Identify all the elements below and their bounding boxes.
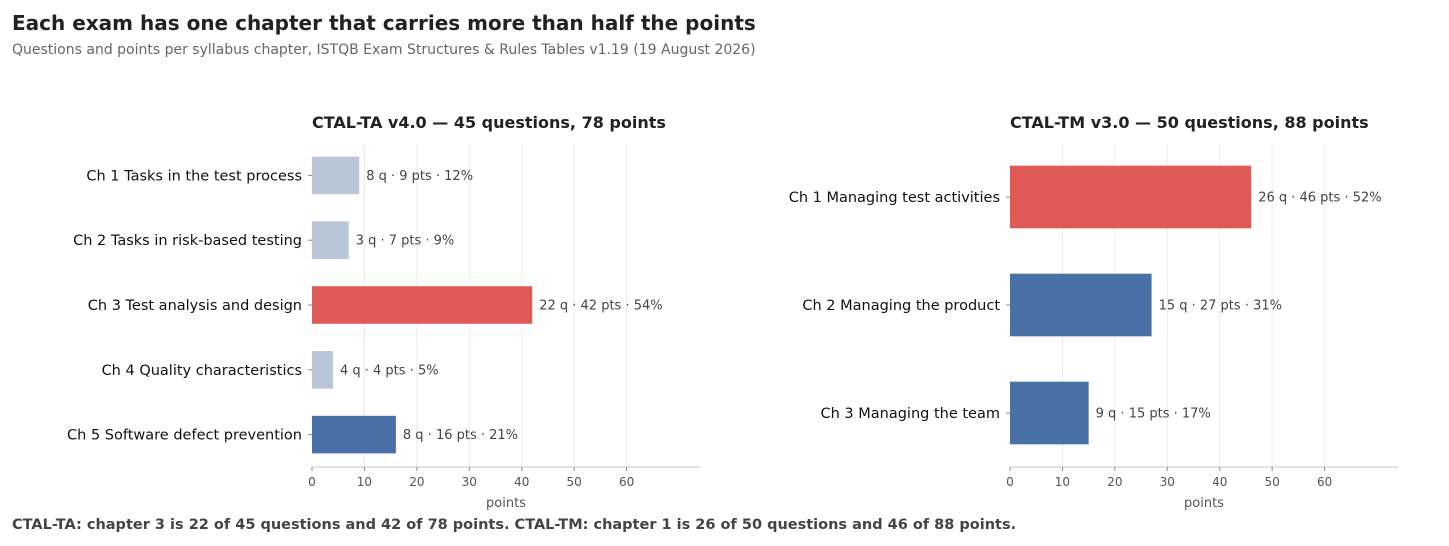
chart2-x-tick-label: 50: [1265, 475, 1280, 489]
chart2-title: CTAL-TM v3.0 — 50 questions, 88 points: [1010, 113, 1369, 132]
chart2-category-label: Ch 1 Managing test activities: [789, 190, 1000, 206]
chart1-bar: [312, 286, 533, 324]
chart1-data-label: 3 q · 7 pts · 9%: [356, 234, 455, 249]
chart1-x-tick-label: 40: [514, 475, 529, 489]
chart1-category-label: Ch 3 Test analysis and design: [88, 298, 302, 314]
chart1-x-tick-label: 20: [409, 475, 424, 489]
chart-subtitle: Questions and points per syllabus chapte…: [12, 42, 756, 58]
chart2-data-label: 9 q · 15 pts · 17%: [1096, 407, 1211, 422]
chart1-bar: [312, 156, 360, 195]
chart1-bar: [312, 351, 333, 389]
chart-footer-note: CTAL-TA: chapter 3 is 22 of 45 questions…: [12, 517, 1017, 533]
chart1-x-tick-label: 50: [567, 475, 582, 489]
chart1-category-label: Ch 2 Tasks in risk-based testing: [73, 233, 302, 249]
chart1-data-label: 8 q · 9 pts · 12%: [366, 169, 473, 184]
chart-title: Each exam has one chapter that carries m…: [12, 11, 756, 35]
chart1-category-label: Ch 1 Tasks in the test process: [86, 168, 302, 184]
chart2-x-tick-label: 20: [1107, 475, 1122, 489]
chart2-data-label: 15 q · 27 pts · 31%: [1159, 299, 1282, 314]
chart1-bar: [312, 415, 396, 454]
chart2-x-tick-label: 60: [1317, 475, 1332, 489]
chart2-x-tick-label: 0: [1006, 475, 1014, 489]
chart2-bar: [1010, 381, 1089, 445]
chart1-data-label: 22 q · 42 pts · 54%: [539, 299, 662, 314]
chart1-data-label: 4 q · 4 pts · 5%: [340, 363, 439, 378]
chart2-category-label: Ch 2 Managing the product: [802, 298, 1000, 314]
chart1-title: CTAL-TA v4.0 — 45 questions, 78 points: [312, 113, 666, 132]
chart2-x-tick-label: 10: [1055, 475, 1070, 489]
chart1-x-tick-label: 0: [308, 475, 316, 489]
chart2-x-tick-label: 40: [1212, 475, 1227, 489]
chart2-bar: [1010, 165, 1252, 229]
chart1-x-tick-label: 60: [619, 475, 634, 489]
chart1-data-label: 8 q · 16 pts · 21%: [403, 428, 518, 443]
chart2-category-label: Ch 3 Managing the team: [821, 406, 1001, 422]
chart2-x-axis-label: points: [1184, 496, 1224, 511]
chart1-bar: [312, 221, 349, 259]
chart2-bar: [1010, 273, 1152, 337]
chart2-data-label: 26 q · 46 pts · 52%: [1258, 191, 1381, 206]
chart1-category-label: Ch 5 Software defect prevention: [67, 428, 302, 444]
chart2-x-tick-label: 30: [1160, 475, 1175, 489]
chart1-x-axis-label: points: [486, 496, 526, 511]
chart1-x-tick-label: 10: [357, 475, 372, 489]
chart1-x-tick-label: 30: [462, 475, 477, 489]
chart1-category-label: Ch 4 Quality characteristics: [102, 363, 302, 379]
